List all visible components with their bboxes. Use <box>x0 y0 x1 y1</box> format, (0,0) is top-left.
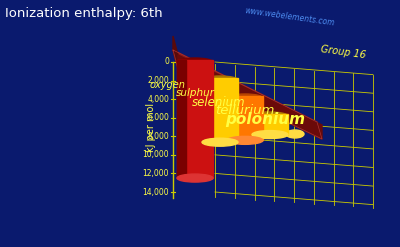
Ellipse shape <box>227 94 263 102</box>
Polygon shape <box>202 78 211 142</box>
Text: 14,000: 14,000 <box>142 187 169 197</box>
Polygon shape <box>173 36 178 69</box>
Text: sulphur: sulphur <box>176 88 215 98</box>
Text: Group 16: Group 16 <box>320 44 366 60</box>
Text: www.webelements.com: www.webelements.com <box>244 6 336 28</box>
Ellipse shape <box>202 138 238 146</box>
Polygon shape <box>173 50 322 139</box>
Text: 2,000: 2,000 <box>147 76 169 85</box>
Ellipse shape <box>227 136 263 144</box>
Polygon shape <box>202 78 238 142</box>
Ellipse shape <box>286 130 304 138</box>
Polygon shape <box>252 114 261 135</box>
Polygon shape <box>177 60 213 178</box>
Text: tellurium: tellurium <box>216 104 275 117</box>
Ellipse shape <box>202 76 238 84</box>
Text: 12,000: 12,000 <box>142 169 169 178</box>
Polygon shape <box>252 114 288 135</box>
Text: oxygen: oxygen <box>149 80 185 90</box>
Text: selenium: selenium <box>191 96 245 109</box>
Text: 0: 0 <box>164 58 169 66</box>
Ellipse shape <box>252 131 288 139</box>
Text: polonium: polonium <box>225 112 305 127</box>
Polygon shape <box>227 96 236 140</box>
Text: 4,000: 4,000 <box>147 95 169 104</box>
Polygon shape <box>178 55 322 139</box>
Text: 8,000: 8,000 <box>147 132 169 141</box>
Text: Ionization enthalpy: 6th: Ionization enthalpy: 6th <box>5 7 163 20</box>
Ellipse shape <box>177 174 213 182</box>
Text: kJ per mol: kJ per mol <box>146 103 156 152</box>
Text: 6,000: 6,000 <box>147 113 169 122</box>
Text: 10,000: 10,000 <box>142 150 169 159</box>
Polygon shape <box>177 60 186 178</box>
Ellipse shape <box>252 112 288 120</box>
Polygon shape <box>227 96 263 140</box>
Ellipse shape <box>177 58 213 66</box>
